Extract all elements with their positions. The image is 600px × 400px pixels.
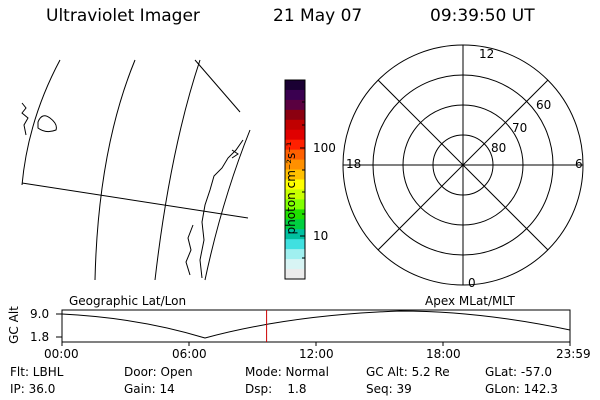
colorbar-cell [285, 249, 305, 260]
colorbar-tick-100: 100 [313, 141, 336, 155]
colorbar-cell [285, 199, 305, 210]
time-label: 09:39:50 UT [430, 6, 535, 26]
timeline-right-title: Apex MLat/MLT [425, 294, 515, 308]
colorbar-cell [285, 80, 305, 91]
polar-label-0: 0 [468, 276, 476, 290]
colorbar-cell [285, 219, 305, 230]
colorbar-cell [285, 129, 305, 141]
info-glon: GLon: 142.3 [485, 382, 558, 396]
timeline-x-tick: 06:00 [172, 347, 207, 361]
colorbar-unit-label: photon cm⁻²s⁻¹ [284, 141, 298, 235]
app-title: Ultraviolet Imager [46, 6, 200, 26]
timeline-x-tick: 18:00 [426, 347, 461, 361]
colorbar-tick-10: 10 [313, 229, 329, 243]
timeline-x-tick: 23:59 [556, 347, 591, 361]
polar-label-12: 12 [479, 47, 495, 61]
info-mode: Mode: Normal [245, 365, 329, 379]
colorbar [284, 79, 306, 280]
polar-label-60: 60 [536, 98, 552, 112]
geographic-map [21, 59, 251, 281]
date-label: 21 May 07 [273, 6, 363, 26]
colorbar-cell [285, 149, 305, 161]
timeline-y-label: GC Alt [7, 306, 21, 344]
colorbar-cell [285, 139, 305, 151]
timeline-x-tick: 12:00 [299, 347, 334, 361]
info-dsp: Dsp: 1.8 [245, 382, 307, 396]
polar-label-80: 80 [491, 141, 507, 155]
polar-plot [342, 44, 584, 286]
info-gc-alt: GC Alt: 5.2 Re [366, 365, 450, 379]
colorbar-cell [285, 259, 305, 270]
info-gain: Gain: 14 [124, 382, 175, 396]
timeline-left-title: Geographic Lat/Lon [69, 294, 187, 308]
polar-label-18: 18 [346, 157, 362, 171]
info-door: Door: Open [124, 365, 193, 379]
colorbar-cell [285, 209, 305, 220]
polar-label-70: 70 [512, 121, 528, 135]
info-glat: GLat: -57.0 [485, 365, 552, 379]
info-seq: Seq: 39 [366, 382, 412, 396]
colorbar-cell [285, 159, 305, 171]
info-ip: IP: 36.0 [10, 382, 56, 396]
colorbar-cell [285, 229, 305, 240]
colorbar-cell [285, 109, 305, 121]
colorbar-cell [285, 239, 305, 250]
colorbar-cell [285, 269, 305, 280]
colorbar-cell [285, 179, 305, 191]
timeline-plot [56, 309, 571, 346]
polar-label-6: 6 [575, 157, 583, 171]
colorbar-cell [285, 119, 305, 131]
colorbar-cell [285, 99, 305, 111]
timeline-y-tick-bottom: 1.8 [30, 330, 50, 344]
colorbar-cell [285, 89, 305, 101]
info-filter: Flt: LBHL [10, 365, 64, 379]
colorbar-cell [285, 189, 305, 200]
timeline-y-tick-top: 9.0 [30, 307, 50, 321]
colorbar-cell [285, 169, 305, 181]
timeline-x-tick: 00:00 [44, 347, 79, 361]
